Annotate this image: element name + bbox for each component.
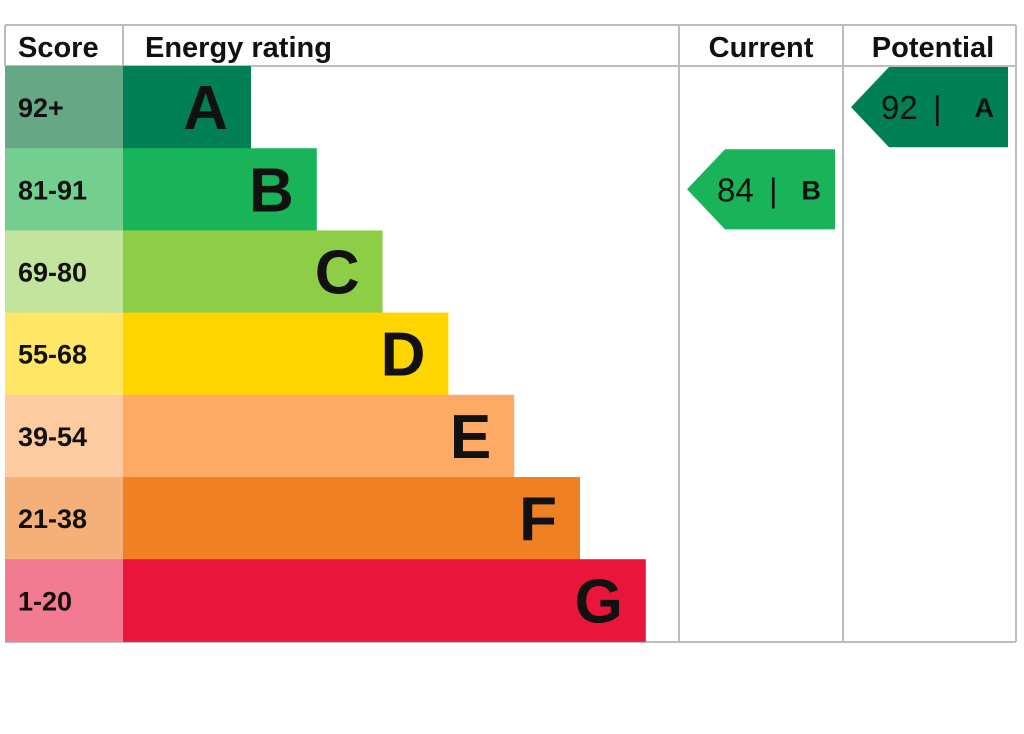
score-cell-g: [5, 559, 123, 642]
score-range-c: 69-80: [18, 258, 87, 288]
potential-band-letter: A: [975, 93, 995, 123]
score-range-b: 81-91: [18, 175, 87, 205]
band-letter-f: F: [519, 485, 557, 554]
rating-bands: 92+ A 81-91 B 69-80 C 55-68 D 39-54 E 21-38 F 1-20 G: [5, 66, 646, 642]
band-bar-e: [123, 394, 515, 478]
score-range-f: 21-38: [18, 504, 87, 534]
band-bar-f: [123, 477, 580, 560]
header-score: Score: [18, 32, 99, 64]
band-letter-a: A: [183, 74, 228, 143]
score-range-e: 39-54: [18, 422, 87, 452]
score-cell-f: [5, 477, 123, 560]
band-letter-e: E: [450, 403, 491, 472]
current-score-value: 84: [717, 171, 754, 208]
band-bar-g: [123, 559, 646, 642]
score-cell-b: [5, 148, 123, 231]
band-bar-a: [123, 66, 251, 149]
current-separator: |: [769, 171, 778, 208]
potential-separator: |: [933, 89, 942, 126]
score-cell-c: [5, 230, 123, 314]
score-cell-a: [5, 66, 123, 149]
band-letter-d: D: [381, 321, 426, 390]
header-current: Current: [709, 32, 814, 64]
score-range-g: 1-20: [18, 586, 72, 616]
potential-arrow: [851, 67, 1008, 148]
band-bar-d: [123, 312, 449, 396]
rating-arrows: 84 | B 92 | A: [687, 67, 1008, 230]
score-cell-d: [5, 312, 123, 396]
header-energy-rating: Energy rating: [145, 32, 332, 64]
header-potential: Potential: [872, 32, 994, 64]
band-letter-b: B: [249, 156, 294, 225]
band-bar-c: [123, 230, 383, 314]
score-range-d: 55-68: [18, 340, 87, 370]
score-range-a: 92+: [18, 93, 64, 123]
potential-score-value: 92: [881, 89, 918, 126]
band-bar-b: [123, 148, 317, 231]
current-band-letter: B: [802, 175, 822, 205]
band-letter-c: C: [315, 239, 360, 308]
score-cell-e: [5, 394, 123, 478]
current-arrow: [687, 149, 835, 230]
band-letter-g: G: [575, 567, 623, 636]
